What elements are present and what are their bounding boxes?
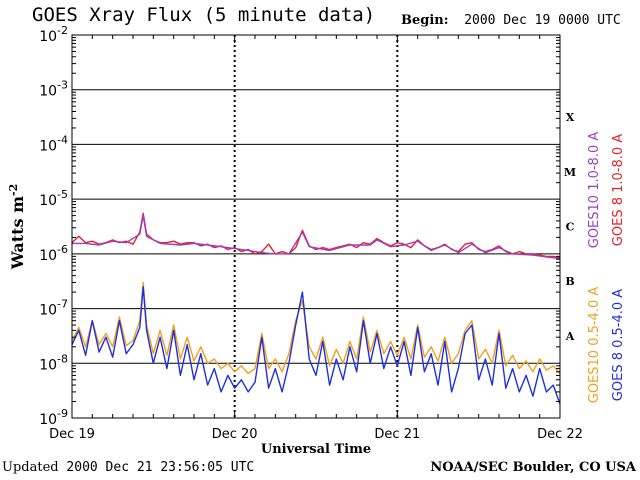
flare-class-x: X: [566, 111, 575, 124]
series-layer: [71, 212, 561, 405]
series-line-1: [72, 214, 561, 260]
legend-layer: GOES10 1.0-8.0 A GOES 8 1.0-8.0 A GOES10 0…: [587, 132, 626, 404]
y-tick-label-1: 10-3: [39, 79, 68, 100]
x-tick-label-3: Dec 22: [537, 427, 583, 442]
updated-time: Updated 2000 Dec 21 23:56:05 UTC: [2, 460, 254, 475]
flare-class-m: M: [564, 166, 576, 179]
flare-class-b: B: [565, 275, 574, 288]
axes-layer: [71, 34, 561, 419]
y-tick-label-6: 10-8: [39, 352, 68, 373]
legend-entry-3: GOES 8 0.5-4.0 A: [611, 289, 626, 401]
begin-label: Begin:: [401, 13, 449, 28]
x-tick-label-0: Dec 19: [49, 427, 95, 442]
x-tick-label-1: Dec 20: [212, 427, 258, 442]
begin-time: Begin: 2000 Dec 19 0000 UTC: [401, 13, 621, 28]
y-axis-title: Watts m-2: [7, 184, 27, 270]
credit-text: NOAA/SEC Boulder, CO USA: [430, 460, 636, 475]
y-tick-label-0: 10-2: [39, 24, 68, 45]
y-tick-label-7: 10-9: [39, 407, 68, 428]
series-line-2: [71, 281, 561, 375]
legend-entry-1: GOES 8 1.0-8.0 A: [611, 134, 626, 246]
y-tick-label-2: 10-4: [39, 133, 68, 154]
x-tick-label-2: Dec 21: [374, 427, 420, 442]
chart-title: GOES Xray Flux (5 minute data): [32, 4, 376, 26]
series-line-3: [71, 286, 561, 405]
flare-class-c: C: [566, 221, 575, 234]
legend-entry-0: GOES10 1.0-8.0 A: [587, 132, 602, 249]
updated-label: Updated: [2, 460, 59, 475]
begin-value: 2000 Dec 19 0000 UTC: [464, 13, 621, 28]
series-line-0: [71, 212, 561, 259]
x-axis-title: Universal Time: [261, 442, 371, 457]
flare-class-a: A: [565, 330, 575, 343]
updated-value: 2000 Dec 21 23:56:05 UTC: [66, 460, 255, 475]
legend-entry-2: GOES10 0.5-4.0 A: [587, 287, 602, 404]
y-tick-label-5: 10-7: [39, 298, 68, 319]
y-tick-label-3: 10-5: [39, 188, 68, 209]
y-tick-label-4: 10-6: [39, 243, 68, 264]
